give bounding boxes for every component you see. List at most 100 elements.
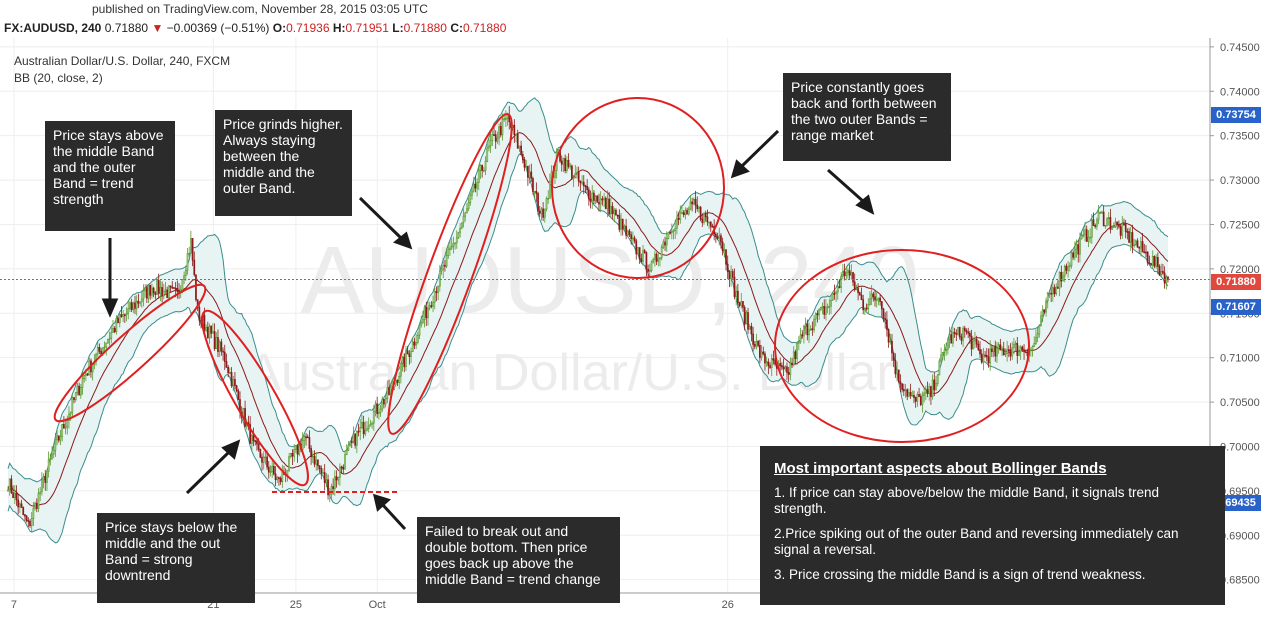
candle — [648, 263, 651, 278]
candle — [288, 452, 290, 472]
candle — [972, 337, 975, 350]
candle-body — [444, 264, 446, 267]
candle — [254, 439, 257, 446]
candle — [452, 236, 455, 254]
candle-body — [76, 385, 79, 394]
candle-body — [333, 476, 336, 489]
candle-body — [708, 221, 710, 224]
candle-body — [208, 325, 211, 339]
candle-body — [305, 436, 307, 439]
arrow-head-6 — [372, 493, 391, 512]
candle — [992, 345, 995, 358]
candle — [1114, 217, 1117, 228]
candle — [1029, 347, 1032, 357]
candle-body — [889, 340, 892, 343]
candle — [879, 294, 881, 306]
candle — [494, 130, 497, 149]
candle — [401, 355, 404, 372]
candle-body — [1031, 346, 1034, 351]
candle — [447, 244, 450, 259]
candle-body — [703, 213, 705, 223]
candle-body — [467, 202, 470, 210]
candle-body — [355, 430, 358, 446]
candle — [157, 273, 160, 299]
candle-body — [311, 455, 314, 458]
candle-body — [129, 302, 131, 309]
candle-body — [113, 327, 116, 333]
candle — [692, 197, 695, 206]
candle-body — [81, 378, 84, 388]
candle — [318, 465, 321, 473]
candle-body — [42, 476, 45, 481]
candle — [923, 386, 926, 403]
candle — [315, 451, 318, 471]
candle-body — [621, 218, 624, 229]
candle — [836, 278, 839, 300]
candle-body — [74, 392, 77, 400]
candle-body — [1045, 300, 1047, 313]
candle-body — [740, 301, 743, 306]
candle — [325, 472, 328, 487]
candle — [1050, 284, 1053, 303]
candle — [759, 339, 761, 364]
important-point-2: 2.Price spiking out of the outer Band an… — [774, 526, 1179, 557]
candle — [344, 450, 346, 470]
candle-body — [738, 302, 741, 306]
candle — [212, 323, 214, 334]
candle-body — [41, 479, 43, 493]
candle-body — [30, 518, 33, 526]
candle — [1101, 210, 1103, 214]
candle — [322, 468, 324, 474]
candle-body — [1102, 211, 1105, 227]
candle-body — [528, 171, 531, 178]
candle — [987, 348, 990, 368]
lower-band-price-label: 0.71607 — [1211, 299, 1261, 315]
candle — [584, 184, 587, 193]
candle — [908, 388, 910, 398]
candle-body — [223, 351, 226, 362]
candle-body — [406, 350, 409, 355]
y-tick-label: 0.74500 — [1220, 42, 1260, 54]
candle-body — [410, 351, 412, 357]
candle-body — [1085, 229, 1088, 242]
candle-body — [894, 359, 897, 375]
candle-body — [96, 346, 99, 355]
candle-body — [735, 290, 738, 297]
candle — [762, 346, 765, 356]
candle-body — [538, 210, 541, 214]
candle — [1072, 250, 1075, 260]
candle — [301, 432, 304, 451]
candle-body — [706, 216, 709, 223]
candle — [984, 350, 986, 358]
candle — [962, 326, 964, 348]
candle — [857, 283, 859, 301]
candle-body — [689, 201, 692, 210]
candle-body — [737, 290, 739, 303]
candle-body — [181, 279, 184, 291]
candle-body — [1096, 219, 1098, 227]
candle — [515, 133, 517, 143]
candle — [979, 341, 981, 358]
candle — [616, 214, 619, 219]
candle — [615, 208, 617, 216]
candle — [482, 166, 485, 173]
candle-body — [477, 170, 480, 184]
candle-body — [151, 287, 153, 296]
candle — [332, 478, 334, 495]
candle-body — [259, 449, 262, 458]
candle-body — [98, 346, 101, 352]
candle-body — [610, 206, 612, 215]
candle — [311, 450, 314, 464]
candle-body — [379, 408, 382, 413]
candle — [914, 396, 917, 408]
candle — [1155, 254, 1158, 269]
candle — [501, 113, 504, 141]
candle — [293, 444, 296, 462]
candle-body — [572, 177, 575, 179]
candle — [1106, 217, 1108, 227]
candle — [748, 323, 751, 330]
candle — [244, 400, 246, 428]
candle-body — [992, 345, 995, 353]
candle — [892, 352, 895, 368]
candle-body — [27, 520, 30, 522]
